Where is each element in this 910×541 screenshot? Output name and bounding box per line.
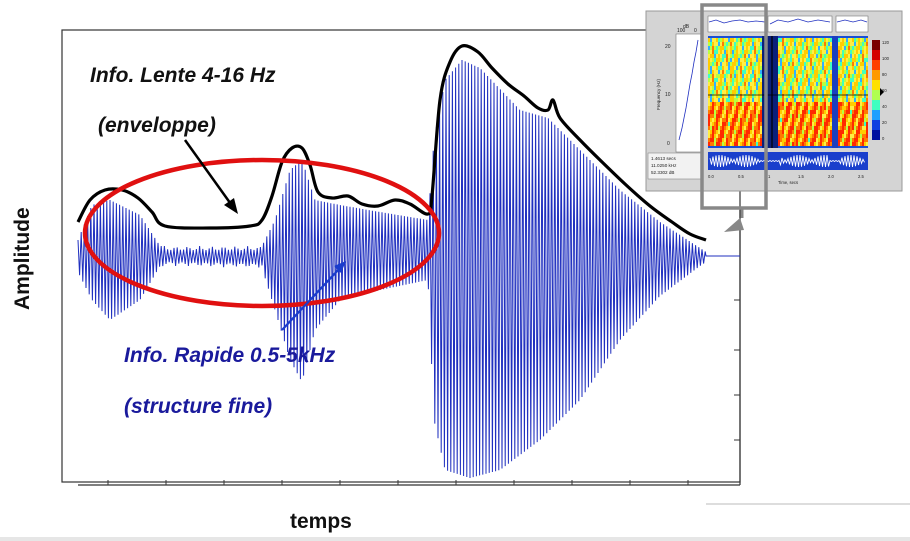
inset-colorbar-tick: 100 <box>882 56 890 61</box>
focus-ellipse <box>82 157 442 309</box>
x-axis-ticks <box>107 480 689 485</box>
inset-db-label: dB <box>683 24 690 30</box>
inset-tick-top: 100 <box>677 28 686 34</box>
inset-colorbar-tick: 40 <box>882 104 887 109</box>
inset-time-tick: 1 <box>768 174 771 179</box>
inset-colorbar-tick: 60 <box>882 88 887 93</box>
inset-colorbar-tick: 20 <box>882 120 887 125</box>
inset-time-tick: 2.0 <box>828 174 834 179</box>
inset-info-3: 52.3302 dB <box>651 170 675 175</box>
spectrogram-inset: dB 100 0 20 10 0 Frequency (Hz) 1.4613 s… <box>645 3 903 232</box>
x-axis-label: temps <box>290 510 352 533</box>
inset-colorbar-tick: 0 <box>882 136 885 141</box>
inset-tick-bottom: 0 <box>694 28 697 34</box>
inset-num-2: 10 <box>665 92 671 98</box>
inset-selection-box <box>700 3 768 210</box>
inset-info-1: 1.4613 secs <box>651 156 676 161</box>
fast-info-label: Info. Rapide 0.5-5kHz <box>124 344 336 367</box>
fine-structure-arrow <box>281 261 346 331</box>
inset-level-trace <box>678 39 699 141</box>
bottom-strip <box>0 537 910 541</box>
envelope-curve <box>76 44 707 242</box>
fast-info-sublabel: (structure fine) <box>124 395 272 418</box>
inset-time-tick: 2.5 <box>858 174 864 179</box>
inset-time-tick: 1.5 <box>798 174 804 179</box>
y-axis-label: Amplitude <box>11 207 34 310</box>
inset-time-tick: 0.0 <box>708 174 714 179</box>
inset-colorbar-tick: 120 <box>882 40 890 45</box>
inset-time-tick: 0.5 <box>738 174 744 179</box>
inset-level-panel <box>675 33 703 153</box>
y-axis-ticks <box>734 299 740 441</box>
envelope-arrow <box>183 139 238 214</box>
inset-time-axis-label: Time, secs <box>778 180 798 185</box>
inset-num-1: 20 <box>665 44 671 50</box>
inset-colorbar-tick: 80 <box>882 72 887 77</box>
inset-info-2: 11.0250 kHz <box>651 163 677 168</box>
fine-structure-waveform <box>77 59 740 479</box>
slow-info-label: Info. Lente 4-16 Hz <box>90 64 276 87</box>
inset-y-axis-label: Frequency (Hz) <box>656 78 661 110</box>
inset-num-3: 0 <box>667 141 670 147</box>
inset-colorbar <box>872 40 880 140</box>
slow-info-sublabel: (enveloppe) <box>98 114 216 137</box>
